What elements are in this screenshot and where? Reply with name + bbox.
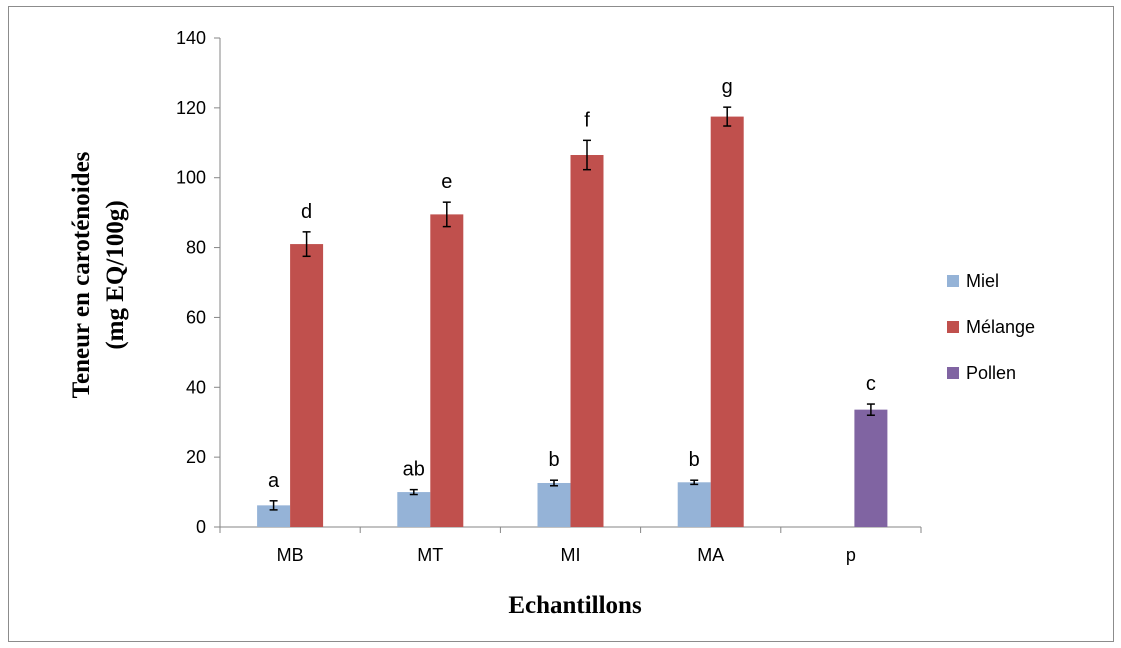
significance-label: f <box>584 109 590 131</box>
y-tick-label: 60 <box>186 307 206 327</box>
y-tick-label: 140 <box>176 28 206 48</box>
chart-frame: 0 20 40 60 80 100 120 140 MB MT MI MA p a d ab e b f b g c M… <box>8 6 1114 642</box>
bar <box>397 492 431 527</box>
plot-labels: a d ab e b f b g c <box>268 76 876 492</box>
y-axis-title-line: Teneur en caroténoides <box>68 151 95 398</box>
bar <box>290 244 324 528</box>
x-tick-label: MT <box>417 545 443 565</box>
y-tick-label: 20 <box>186 447 206 467</box>
y-tick-label: 80 <box>186 238 206 258</box>
significance-label: b <box>548 449 559 471</box>
x-tick-label: p <box>846 545 856 565</box>
bar-chart: 0 20 40 60 80 100 120 140 MB MT MI MA p a d ab e b f b g c M… <box>68 28 1035 619</box>
y-axis-title: Teneur en caroténoides (mg EQ/100g) <box>68 151 129 398</box>
significance-label: c <box>866 373 876 395</box>
x-tick-label: MB <box>277 545 304 565</box>
legend-swatch <box>947 275 959 287</box>
legend: Miel Mélange Pollen <box>947 271 1035 383</box>
legend-label: Pollen <box>966 363 1016 383</box>
x-tick-label: MA <box>697 545 724 565</box>
bar <box>537 482 571 527</box>
bar <box>677 482 711 527</box>
bar <box>430 214 464 527</box>
x-axis-title: Echantillons <box>508 592 642 619</box>
bar <box>710 116 744 527</box>
y-tick-label: 0 <box>196 517 206 537</box>
legend-label: Miel <box>966 271 999 291</box>
significance-label: a <box>268 470 280 492</box>
x-tick-label: MI <box>561 545 581 565</box>
y-tick-label: 100 <box>176 168 206 188</box>
legend-swatch <box>947 367 959 379</box>
plot-bars <box>257 106 888 528</box>
significance-label: b <box>689 449 700 471</box>
significance-label: d <box>301 201 312 223</box>
significance-label: g <box>722 76 733 98</box>
bar <box>257 505 291 527</box>
y-tick-label: 40 <box>186 377 206 397</box>
significance-label: e <box>441 171 452 193</box>
y-tick-label: 120 <box>176 98 206 118</box>
legend-label: Mélange <box>966 317 1035 337</box>
plot-axes: 0 20 40 60 80 100 120 140 MB MT MI MA p <box>176 28 922 565</box>
legend-swatch <box>947 321 959 333</box>
significance-label: ab <box>403 459 425 481</box>
bar <box>854 409 888 527</box>
y-axis-title-line: (mg EQ/100g) <box>102 200 129 349</box>
bar <box>570 155 604 527</box>
